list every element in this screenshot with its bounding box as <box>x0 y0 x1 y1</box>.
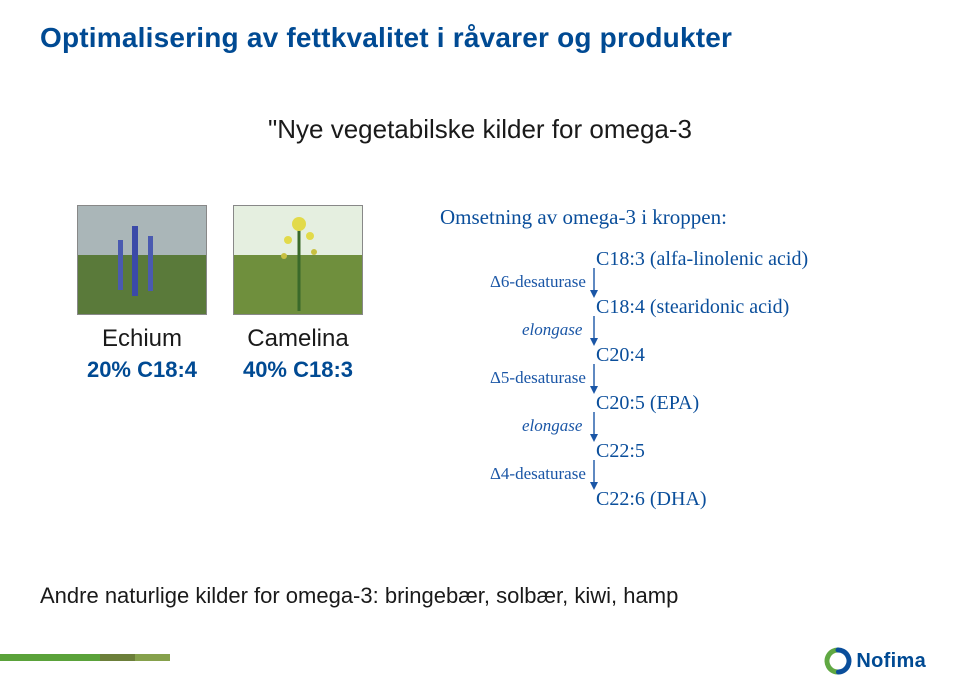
enzyme-label: Δ4-desaturase <box>490 464 586 484</box>
page-title: Optimalisering av fettkvalitet i råvarer… <box>40 22 920 54</box>
images-column: Echium 20% C18:4 Camelina 40% C18:3 <box>40 205 400 512</box>
pathway-step: C22:6 (DHA) <box>500 488 920 512</box>
pathway-heading: Omsetning av omega-3 i kroppen: <box>440 205 920 230</box>
pathway-arrow-row: Δ6-desaturase <box>500 272 920 296</box>
fatty-acid-label: C20:4 <box>596 344 645 367</box>
slide-root: Optimalisering av fettkvalitet i råvarer… <box>0 0 960 695</box>
echium-plant-icon <box>78 206 207 315</box>
image-captions: Echium 20% C18:4 Camelina 40% C18:3 <box>77 325 363 383</box>
fatty-acid-label: C22:5 <box>596 440 645 463</box>
enzyme-label: elongase <box>522 416 582 436</box>
caption-name: Echium <box>77 325 207 353</box>
pathway-arrow-row: elongase <box>500 320 920 344</box>
caption-pct: 40% C18:3 <box>233 357 363 383</box>
pathway-step: C20:4 <box>500 344 920 368</box>
fatty-acid-label: C22:6 (DHA) <box>596 488 707 511</box>
logo-swirl-icon <box>824 647 852 675</box>
fatty-acid-label: C20:5 (EPA) <box>596 392 699 415</box>
camelina-plant-icon <box>234 206 363 315</box>
logo-text: Nofima <box>856 650 926 673</box>
pathway-arrow-row: Δ5-desaturase <box>500 368 920 392</box>
pathway-step: C18:4 (stearidonic acid) <box>500 296 920 320</box>
pathway-column: Omsetning av omega-3 i kroppen: C18:3 (a… <box>440 205 920 512</box>
content-row: Echium 20% C18:4 Camelina 40% C18:3 Omse… <box>40 205 920 512</box>
enzyme-label: Δ5-desaturase <box>490 368 586 388</box>
caption-pct: 20% C18:4 <box>77 357 207 383</box>
fatty-acid-label: C18:4 (stearidonic acid) <box>596 296 789 319</box>
brand-logo: Nofima <box>824 647 926 675</box>
pathway-step: C20:5 (EPA) <box>500 392 920 416</box>
page-subtitle: "Nye vegetabilske kilder for omega-3 <box>40 114 920 145</box>
pathway-diagram: C18:3 (alfa-linolenic acid)Δ6-desaturase… <box>500 248 920 512</box>
camelina-image <box>233 205 363 315</box>
enzyme-label: Δ6-desaturase <box>490 272 586 292</box>
enzyme-label: elongase <box>522 320 582 340</box>
pathway-arrow-row: Δ4-desaturase <box>500 464 920 488</box>
pathway-arrow-row: elongase <box>500 416 920 440</box>
image-thumbs <box>77 205 363 315</box>
echium-image <box>77 205 207 315</box>
footer-note: Andre naturlige kilder for omega-3: brin… <box>40 583 678 609</box>
caption-camelina: Camelina 40% C18:3 <box>233 325 363 383</box>
fatty-acid-label: C18:3 (alfa-linolenic acid) <box>596 248 808 271</box>
pathway-step: C22:5 <box>500 440 920 464</box>
pathway-step: C18:3 (alfa-linolenic acid) <box>500 248 920 272</box>
caption-name: Camelina <box>233 325 363 353</box>
accent-bar <box>0 654 170 661</box>
caption-echium: Echium 20% C18:4 <box>77 325 207 383</box>
